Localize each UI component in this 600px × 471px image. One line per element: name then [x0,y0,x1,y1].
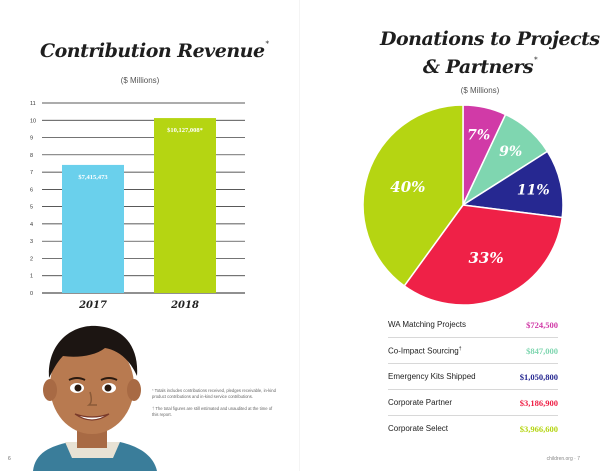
pie-slice-label: 9% [499,144,522,160]
y-tick-label: 0 [30,291,33,297]
pie-slice-label: 40% [390,178,425,196]
legend-value: $1,050,800 [519,371,558,382]
x-category-label: 2018 [170,300,199,311]
pie-chart-title-line1: Donations to Projects [380,28,600,50]
pie-slice-label: 7% [467,128,490,144]
legend-row-co-impact: Co-Impact Sourcing† $847,000 [388,338,558,364]
footnote-1: *Totals includes contributions received,… [152,388,276,400]
legend-value: $3,966,600 [519,423,558,434]
left-page: Contribution Revenue* ($ Millions) 0 1 2 3 4… [8,40,277,471]
legend-value: $3,186,900 [519,397,558,408]
legend-row-corporate-select: Corporate Select $3,966,600 [388,416,558,441]
legend-label: Emergency Kits Shipped [388,372,476,381]
y-tick-label: 9 [30,136,33,142]
y-tick-label: 8 [30,153,33,159]
y-tick-label: 5 [30,205,33,211]
legend-label: Corporate Partner [388,398,453,407]
legend-row-emergency-kits: Emergency Kits Shipped $1,050,800 [388,364,558,390]
donation-legend: WA Matching Projects $724,500 Co-Impact … [388,312,558,441]
right-page: Donations to Projects & Partners* ($ Mil… [300,0,600,471]
pie-chart: 7% 9% 11% 33% 40% [362,104,564,306]
pie-slice-33% [403,204,564,306]
legend-label: Co-Impact Sourcing† [388,345,462,356]
legend-value: $724,500 [526,319,558,330]
legend-label: Corporate Select [388,424,449,433]
pie-slice-label: 33% [468,249,503,267]
legend-value: $847,000 [526,345,558,356]
pie-chart-subtitle: ($ Millions) [460,86,500,95]
footnotes: *Totals includes contributions received,… [152,388,277,423]
y-tick-label: 6 [30,187,33,193]
y-tick-label: 2 [30,256,33,262]
x-category-label: 2017 [78,300,107,311]
y-tick-label: 7 [30,170,33,176]
pie-slice-40% [362,104,464,287]
child-portrait-photo [33,325,157,471]
bar-chart-title: Contribution Revenue* [40,40,269,62]
legend-row-wa-matching: WA Matching Projects $724,500 [388,312,558,338]
bar-chart-subtitle: ($ Millions) [120,76,160,85]
bar-chart: 0 1 2 3 4 5 6 7 8 9 10 11 $7,415,473 2017 $10,127,008*… [30,101,245,311]
bar-data-label: $7,415,473 [78,174,108,181]
pie-slice-11% [460,150,564,219]
y-tick-label: 1 [30,274,33,280]
y-tick-label: 4 [30,222,33,228]
page-number-left: 6 [8,456,11,462]
bar-data-label: $10,127,008* [167,127,203,134]
footnote-2: †The total figures are still estimated a… [152,405,273,417]
legend-label: WA Matching Projects [388,320,466,329]
y-tick-label: 3 [30,239,33,245]
bar-2018 [154,118,216,293]
y-tick-label: 11 [30,101,36,107]
site-url: children.org · 7 [546,456,580,462]
pie-slice-label: 11% [517,182,550,198]
bar-2017 [62,164,124,293]
y-tick-label: 10 [30,118,36,124]
legend-row-corporate-partner: Corporate Partner $3,186,900 [388,390,558,416]
pie-chart-title-line2: & Partners* [422,56,538,78]
